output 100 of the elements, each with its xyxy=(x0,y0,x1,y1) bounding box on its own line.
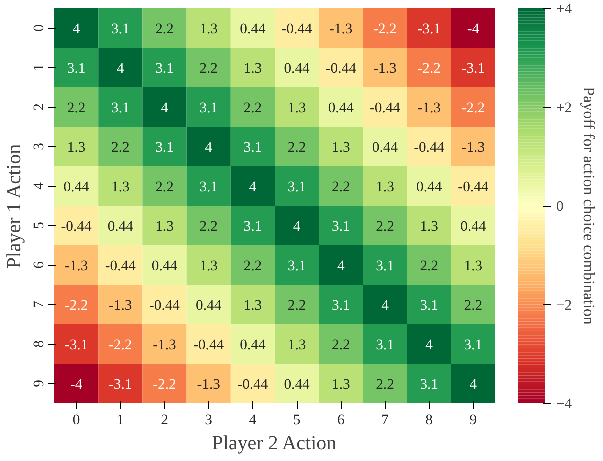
data-label: 2.2 xyxy=(420,258,439,274)
data-label: 3.1 xyxy=(111,100,130,116)
data-label: -1.3 xyxy=(109,298,132,314)
data-label: 3.1 xyxy=(376,258,394,274)
color-bar-label: −2 xyxy=(556,298,572,314)
data-label: 1.3 xyxy=(420,218,439,235)
x-tick-label: 8 xyxy=(426,412,434,428)
data-label: 2.2 xyxy=(332,179,350,196)
data-label: 4 xyxy=(205,140,214,156)
data-label: 1.3 xyxy=(200,258,218,274)
data-label: 4 xyxy=(249,179,258,196)
data-label: 3.1 xyxy=(332,218,350,235)
y-tick-label: 2 xyxy=(32,104,48,111)
data-label: -1.3 xyxy=(330,21,353,38)
x-tick-label: 3 xyxy=(205,412,213,428)
data-label: -3.1 xyxy=(64,337,88,354)
data-label: -0.44 xyxy=(414,140,446,156)
y-tick-label: 5 xyxy=(32,222,48,230)
x-tick-label: 5 xyxy=(293,412,301,428)
data-label: 0.44 xyxy=(284,60,311,77)
data-label: -0.44 xyxy=(105,258,137,274)
color-bar-label: +2 xyxy=(556,100,572,116)
data-label: 2.2 xyxy=(200,60,218,77)
data-label: 0.44 xyxy=(108,218,134,235)
x-tick-label: 4 xyxy=(249,412,258,428)
y-tick-label: 6 xyxy=(32,262,48,269)
data-label: 2.2 xyxy=(244,100,262,116)
x-tick-label: 9 xyxy=(470,412,478,428)
data-label: -1.3 xyxy=(374,60,397,77)
data-label: 2.2 xyxy=(111,140,130,156)
data-label: 0.44 xyxy=(416,179,443,196)
data-label: 4 xyxy=(382,298,390,314)
y-tick-label: 7 xyxy=(32,301,48,308)
data-label: -1.3 xyxy=(64,258,88,274)
data-label: -1.3 xyxy=(462,140,486,156)
data-label: 0.44 xyxy=(328,100,355,116)
data-label: -1.3 xyxy=(153,337,176,354)
data-label: -0.44 xyxy=(238,376,269,393)
color-bar-label: −4 xyxy=(556,396,573,412)
data-label: 4 xyxy=(161,100,170,116)
x-tick-label: 1 xyxy=(116,412,124,428)
data-label: 3.1 xyxy=(244,218,262,235)
data-label: 2.2 xyxy=(67,100,86,116)
data-label: -1.3 xyxy=(418,100,441,116)
y-tick-label: 9 xyxy=(32,380,48,388)
data-label: 0.44 xyxy=(152,258,178,274)
data-label: 1.3 xyxy=(332,140,350,156)
data-label: -0.44 xyxy=(458,179,490,196)
data-label: 3.1 xyxy=(244,140,262,156)
x-tick-label: 0 xyxy=(72,412,80,428)
data-label: 2.2 xyxy=(376,376,394,393)
data-label: 3.1 xyxy=(288,258,306,274)
data-label: 2.2 xyxy=(376,218,394,235)
data-label: -0.44 xyxy=(61,218,92,235)
data-label: 2.2 xyxy=(288,140,306,156)
data-label: -3.1 xyxy=(462,60,486,77)
data-label: 3.1 xyxy=(156,140,174,156)
color-bar-label: +4 xyxy=(556,2,573,18)
data-label: 3.1 xyxy=(420,298,439,314)
data-label: -2.2 xyxy=(462,100,486,116)
data-label: 0.44 xyxy=(284,376,311,393)
data-label: 2.2 xyxy=(244,258,262,274)
y-tick-label: 4 xyxy=(32,182,48,190)
data-label: 0.44 xyxy=(240,337,266,354)
data-label: 0.44 xyxy=(196,298,222,314)
data-label: 1.3 xyxy=(244,298,262,314)
data-label: -2.2 xyxy=(153,376,176,393)
data-label: -2.2 xyxy=(109,337,132,354)
x-axis-title: Player 2 Action xyxy=(212,432,337,454)
data-label: 3.1 xyxy=(464,337,483,354)
data-label: 1.3 xyxy=(332,376,350,393)
data-label: 3.1 xyxy=(200,100,218,116)
data-label: -2.2 xyxy=(374,21,397,38)
data-label: 1.3 xyxy=(67,140,86,156)
data-label: 4 xyxy=(72,21,81,38)
data-label: 0.44 xyxy=(64,179,90,196)
data-label: -3.1 xyxy=(418,21,441,38)
data-label: 3.1 xyxy=(288,179,306,196)
data-label: 1.3 xyxy=(288,337,306,354)
y-tick-label: 0 xyxy=(32,24,48,32)
data-label: 1.3 xyxy=(464,258,483,274)
data-label: 4 xyxy=(426,337,434,354)
data-label: 1.3 xyxy=(200,21,218,38)
data-label: 2.2 xyxy=(200,218,218,235)
y-axis-title: Player 1 Action xyxy=(4,144,26,269)
data-label: 2.2 xyxy=(464,298,483,314)
data-label: -2.2 xyxy=(418,60,441,77)
data-label: 3.1 xyxy=(420,376,439,393)
data-label: -4 xyxy=(467,21,480,38)
data-label: 3.1 xyxy=(376,337,394,354)
data-label: 3.1 xyxy=(200,179,218,196)
data-label: 4 xyxy=(337,258,346,274)
data-label: -2.2 xyxy=(64,298,88,314)
x-tick-label: 2 xyxy=(161,412,168,428)
color-bar-label: 0 xyxy=(556,199,564,215)
data-label: 2.2 xyxy=(332,337,350,354)
data-label: 0.44 xyxy=(460,218,487,235)
data-label: -1.3 xyxy=(197,376,220,393)
data-label: 3.1 xyxy=(67,60,86,77)
data-label: 3.1 xyxy=(332,298,350,314)
